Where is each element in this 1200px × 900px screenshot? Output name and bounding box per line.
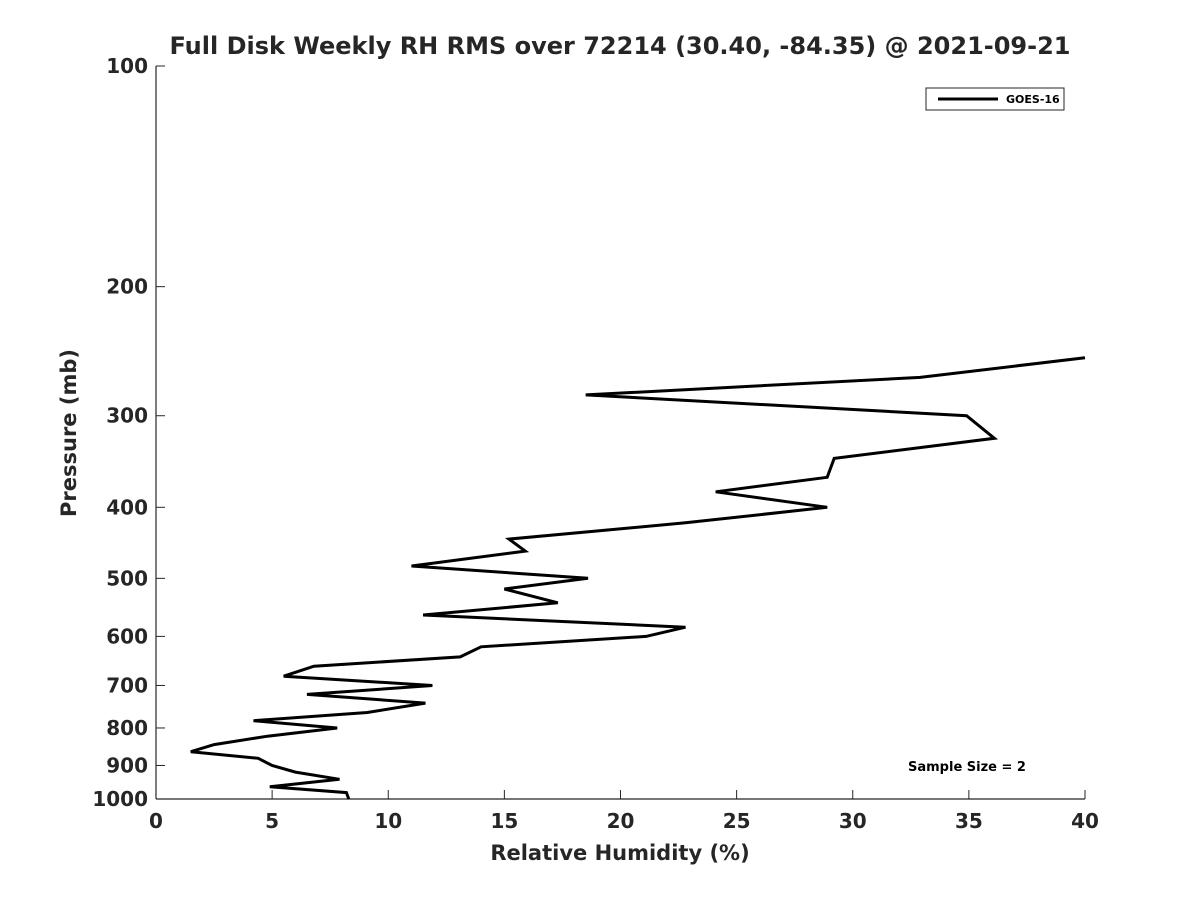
chart-title: Full Disk Weekly RH RMS over 72214 (30.4… xyxy=(169,32,1070,60)
x-tick-label: 25 xyxy=(723,809,751,833)
y-tick-label: 800 xyxy=(106,716,148,740)
y-tick-label: 300 xyxy=(106,404,148,428)
x-tick-label: 35 xyxy=(955,809,983,833)
x-axis-label: Relative Humidity (%) xyxy=(490,841,749,865)
axes: 0 5 10 15 20 25 30 35 40 100 200 300 400 500 600 700 800… xyxy=(92,54,1099,833)
series-line-goes-16 xyxy=(190,356,1086,800)
legend: GOES-16 xyxy=(925,87,1065,111)
y-tick-label: 700 xyxy=(106,673,148,697)
y-tick-label: 900 xyxy=(106,753,148,777)
y-tick-label: 400 xyxy=(106,495,148,519)
y-tick-label: 200 xyxy=(106,275,148,299)
x-tick-label: 10 xyxy=(374,809,402,833)
y-tick-label: 600 xyxy=(106,624,148,648)
x-tick-label: 15 xyxy=(490,809,518,833)
sample-size-annotation: Sample Size = 2 xyxy=(908,760,1026,775)
y-tick-label: 100 xyxy=(106,54,148,78)
x-tick-label: 0 xyxy=(149,809,163,833)
legend-entry-label: GOES-16 xyxy=(1006,93,1060,106)
x-tick-label: 5 xyxy=(265,809,279,833)
y-axis-label: Pressure (mb) xyxy=(57,349,81,517)
y-tick-label: 1000 xyxy=(92,787,148,811)
series-layer xyxy=(190,356,1086,800)
x-tick-label: 40 xyxy=(1071,809,1099,833)
y-tick-label: 500 xyxy=(106,566,148,590)
x-tick-label: 20 xyxy=(607,809,635,833)
x-tick-label: 30 xyxy=(839,809,867,833)
